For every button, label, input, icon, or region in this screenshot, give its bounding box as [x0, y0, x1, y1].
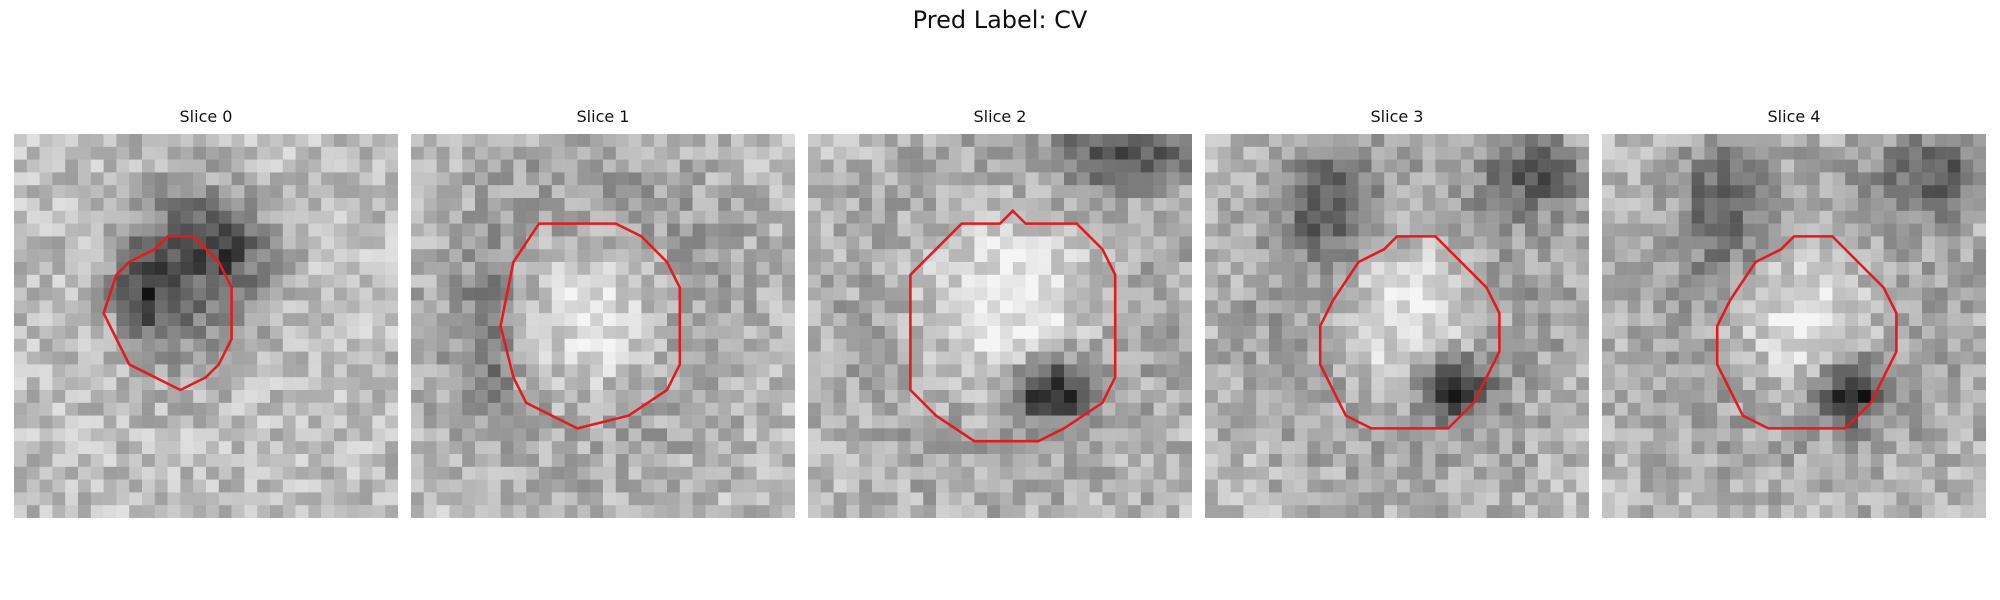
- slice-image: [411, 134, 795, 518]
- slice-image: [1602, 134, 1986, 518]
- slice-image: [14, 134, 398, 518]
- slice-pixels: [411, 134, 795, 518]
- segmentation-contour: [1715, 235, 1898, 430]
- slice-panel-3: Slice 3: [1205, 105, 1589, 518]
- slice-title: Slice 1: [576, 107, 630, 126]
- slice-title: Slice 3: [1370, 107, 1424, 126]
- figure-title: Pred Label: CV: [912, 6, 1088, 34]
- slice-pixels: [808, 134, 1192, 518]
- slice-panel-2: Slice 2: [808, 105, 1192, 518]
- slice-pixels: [14, 134, 398, 518]
- slice-pixels: [1602, 134, 1986, 518]
- slice-image: [808, 134, 1192, 518]
- slice-title: Slice 2: [973, 107, 1027, 126]
- slice-title: Slice 4: [1767, 107, 1821, 126]
- slice-pixels: [1205, 134, 1589, 518]
- segmentation-contour: [1318, 235, 1501, 430]
- segmentation-contour: [909, 208, 1117, 443]
- segmentation-contour: [499, 222, 682, 430]
- slice-title: Slice 0: [179, 107, 233, 126]
- slice-panel-1: Slice 1: [411, 105, 795, 518]
- slice-panel-0: Slice 0: [14, 105, 398, 518]
- segmentation-contour: [102, 235, 233, 392]
- slice-panel-4: Slice 4: [1602, 105, 1986, 518]
- slice-image: [1205, 134, 1589, 518]
